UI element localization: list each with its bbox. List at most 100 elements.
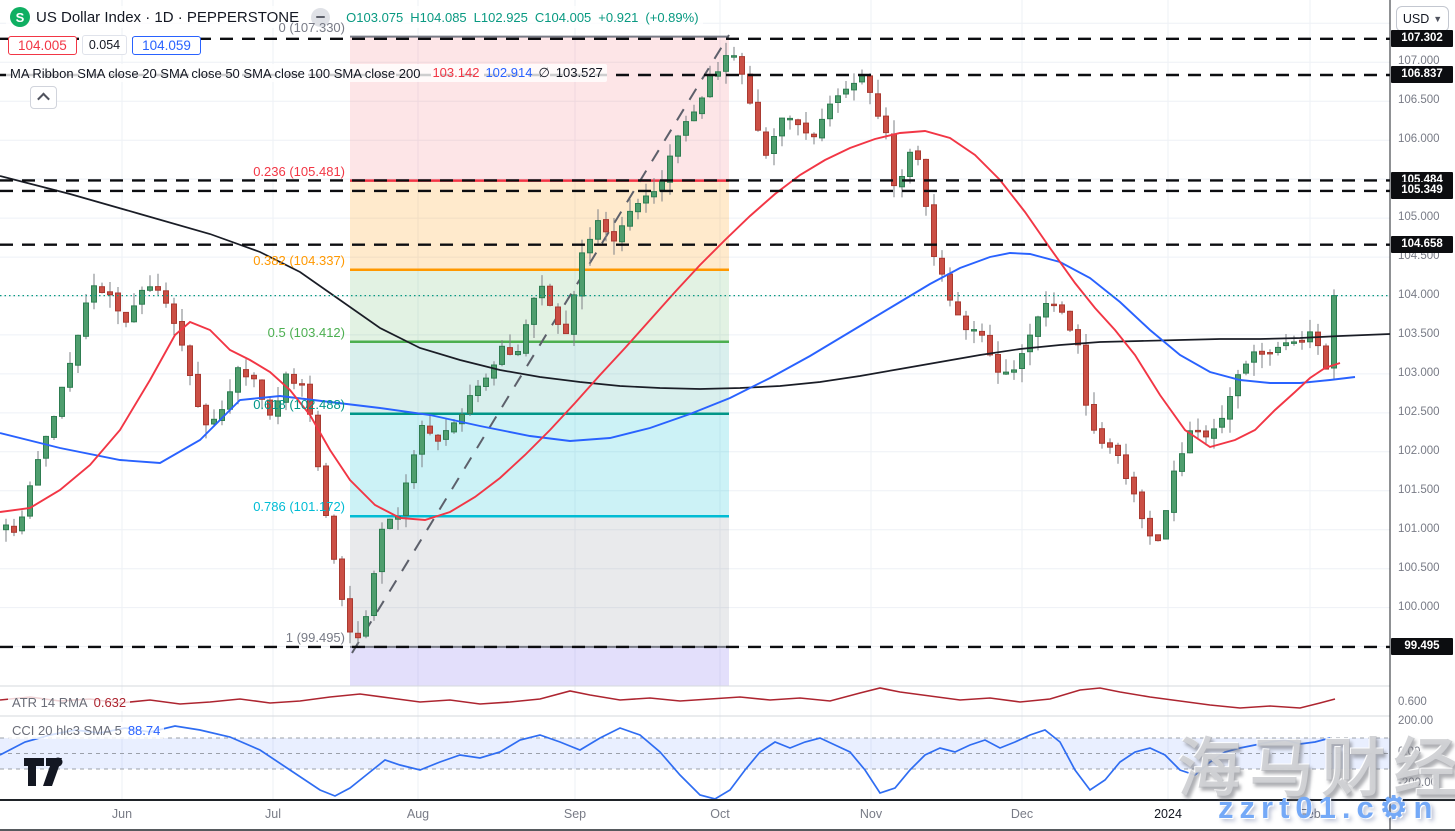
candle-body [795,119,801,126]
sma-200-line[interactable] [0,175,1391,390]
candle-body [1283,342,1289,347]
price-axis-label: 102.000 [1398,444,1440,457]
candle-body [1163,510,1169,540]
candle-body [347,598,353,633]
candle-body [635,203,641,213]
candle-body [523,324,529,354]
candle-body [739,56,745,75]
candle-body [571,294,577,335]
candle-body [1267,352,1273,355]
candle-body [787,117,793,121]
candle-body [435,434,441,442]
candle-body [675,135,681,157]
candle-body [995,354,1001,373]
symbol-logo[interactable]: S [10,7,30,27]
candle-body [211,418,217,425]
price-axis-label: 103.500 [1398,327,1440,340]
candle-body [115,292,121,312]
candle-body [803,122,809,134]
price-axis-label: 104.500 [1398,250,1440,263]
fib-band [350,36,729,181]
tradingview-logo[interactable] [22,756,74,788]
close-value: C104.005 [534,9,592,25]
candle-body [1051,303,1057,307]
candle-body [595,220,601,240]
candle-body [35,459,41,486]
bid-price-box: 104.005 [8,35,77,55]
price-axis-label: 105.000 [1398,211,1440,224]
candle-body [1275,346,1281,353]
fib-band [350,516,729,647]
ask-price-box: 104.059 [132,35,201,55]
fib-band [350,341,729,414]
cci-indicator-legend[interactable]: CCI 20 hlc3 SMA 5 88.74 [8,722,165,739]
indicator-axis-label: 200.00 [1398,715,1434,727]
candle-body [515,351,521,356]
candle-body [459,413,465,425]
collapse-legend-button[interactable] [30,86,57,109]
fib-band-extension [350,646,729,686]
candle-body [875,93,881,117]
candle-body [1203,430,1209,438]
candle-body [779,117,785,137]
price-axis-label: 101.500 [1398,483,1440,496]
symbol-title[interactable]: US Dollar Index · 1D · PEPPERSTONE [36,8,300,26]
bid-ask-row: 104.005 0.054 104.059 [8,35,201,55]
price-axis-label: 106.500 [1398,94,1440,107]
candle-body [163,290,169,304]
time-axis-label: Sep [563,807,587,821]
hide-icon[interactable] [311,7,331,27]
atr-indicator-legend[interactable]: ATR 14 RMA 0.632 [8,694,131,711]
candle-body [867,75,873,93]
time-axis-label: Oct [710,807,730,821]
candle-body [123,311,129,323]
currency-dropdown[interactable]: USD ▼ [1396,6,1449,32]
cci-line[interactable] [0,725,1331,800]
candle-body [107,291,113,296]
candle-body [507,347,513,355]
candle-body [1195,429,1201,433]
candle-body [443,430,449,440]
ma-ribbon-value: ∅ [538,65,550,80]
chevron-down-icon: ▼ [1433,14,1443,24]
sma-20-line[interactable] [0,130,1341,521]
candle-body [627,210,633,227]
candle-body [699,97,705,115]
candle-body [731,55,737,58]
price-axis-label: 102.500 [1398,405,1440,418]
fib-level-label: 0.618 (102.488) [253,396,345,412]
candle-body [979,330,985,336]
candle-body [155,286,161,291]
atr-line[interactable] [0,687,1336,709]
fib-level-label: 0.786 (101.172) [253,499,345,515]
price-axis[interactable]: USD ▼ 107.000 106.500 106.000 105.000 104.50… [1391,0,1455,831]
candle-body [275,400,281,417]
ohlc-values: O103.075 H104.085 L102.925 C104.005 +0.9… [346,10,698,25]
candle-body [907,151,913,178]
fib-band [350,180,729,270]
ma-ribbon-legend[interactable]: MA Ribbon SMA close 20 SMA close 50 SMA … [6,64,607,82]
candle-body [291,373,297,384]
spread-box: 0.054 [81,35,128,55]
candle-body [899,176,905,188]
fib-trendline[interactable] [351,34,730,654]
price-axis-label: 107.000 [1398,55,1440,68]
candle-body [811,133,817,138]
candle-body [19,516,25,532]
candle-body [1243,363,1249,374]
sma-50-line[interactable] [0,252,1356,464]
candle-body [491,364,497,379]
candle-body [315,414,321,468]
indicator-axis-label: 0.600 [1398,696,1427,708]
candle-body [691,111,697,122]
candle-body [747,73,753,104]
change-percent: (+0.89%) [645,9,699,25]
candle-body [539,285,545,299]
candle-body [1019,353,1025,370]
candle-body [891,133,897,187]
open-value: O103.075 [346,9,404,25]
candle-body [643,195,649,204]
candle-body [1219,417,1225,428]
candle-body [771,136,777,154]
